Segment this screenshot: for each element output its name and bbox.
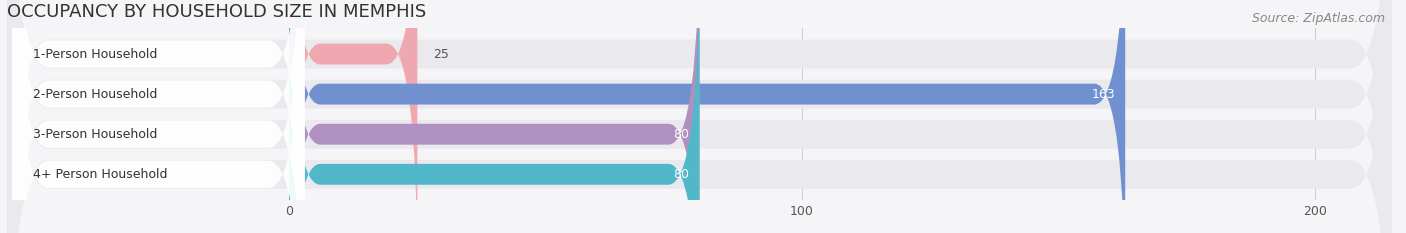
- FancyBboxPatch shape: [290, 0, 418, 233]
- FancyBboxPatch shape: [13, 0, 305, 233]
- FancyBboxPatch shape: [13, 0, 305, 233]
- FancyBboxPatch shape: [290, 0, 700, 233]
- FancyBboxPatch shape: [290, 0, 700, 233]
- FancyBboxPatch shape: [7, 0, 1392, 233]
- FancyBboxPatch shape: [7, 0, 1392, 233]
- FancyBboxPatch shape: [7, 0, 1392, 233]
- FancyBboxPatch shape: [13, 0, 305, 233]
- Text: 80: 80: [673, 128, 689, 141]
- Text: 80: 80: [673, 168, 689, 181]
- Text: OCCUPANCY BY HOUSEHOLD SIZE IN MEMPHIS: OCCUPANCY BY HOUSEHOLD SIZE IN MEMPHIS: [7, 3, 426, 21]
- Text: 2-Person Household: 2-Person Household: [32, 88, 157, 101]
- Text: 4+ Person Household: 4+ Person Household: [32, 168, 167, 181]
- Text: Source: ZipAtlas.com: Source: ZipAtlas.com: [1251, 12, 1385, 25]
- Text: 25: 25: [433, 48, 449, 61]
- FancyBboxPatch shape: [7, 0, 1392, 233]
- Text: 163: 163: [1091, 88, 1115, 101]
- Text: 3-Person Household: 3-Person Household: [32, 128, 157, 141]
- Text: 1-Person Household: 1-Person Household: [32, 48, 157, 61]
- FancyBboxPatch shape: [290, 0, 1125, 233]
- FancyBboxPatch shape: [13, 0, 305, 233]
